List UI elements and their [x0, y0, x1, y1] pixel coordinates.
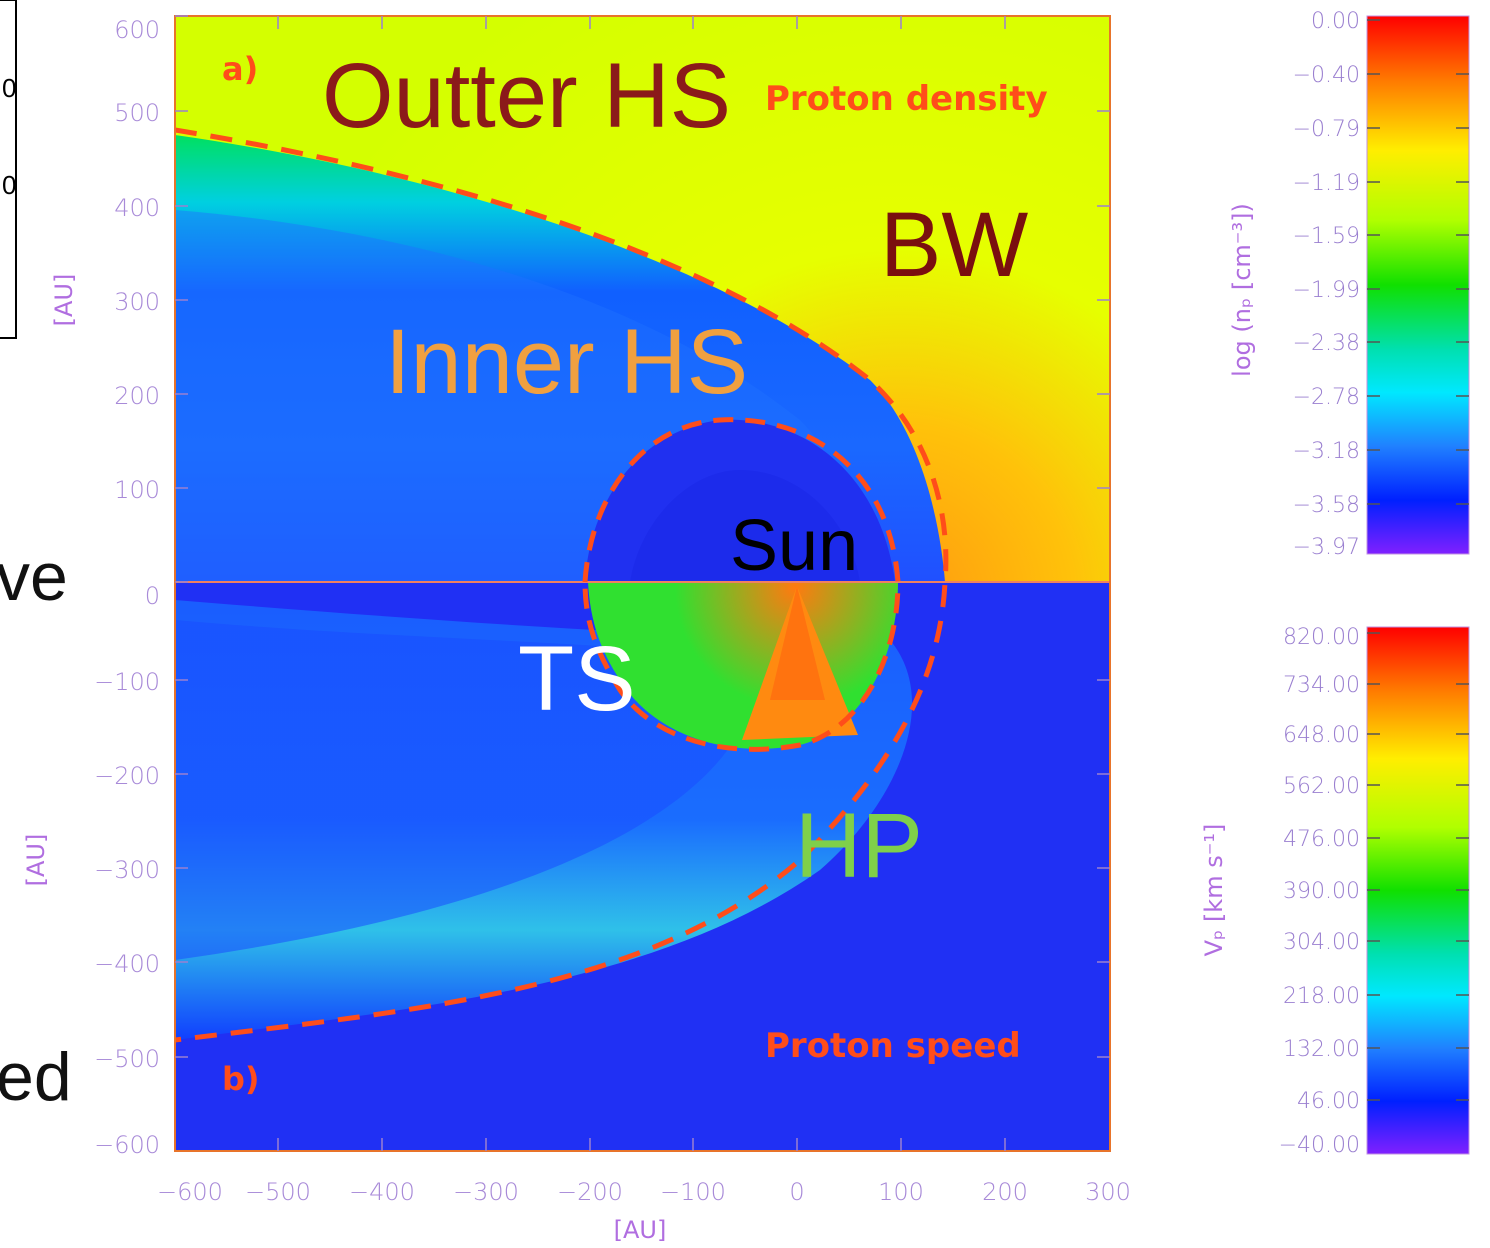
cropped-tick: 0 — [2, 73, 16, 103]
density-colorbar-gradient — [1366, 15, 1470, 555]
y-tick: −600 — [94, 1131, 160, 1159]
y-tick: −300 — [94, 856, 160, 884]
density-cb-tick: −1.59 — [1293, 224, 1360, 249]
x-tick: −100 — [660, 1178, 726, 1206]
x-axis-title: [AU] — [614, 1216, 667, 1244]
y-tick: 600 — [114, 16, 160, 44]
speed-cb-tick: −40.00 — [1279, 1133, 1360, 1158]
speed-cb-tick: 304.00 — [1283, 930, 1360, 955]
bw-label: BW — [880, 194, 1028, 296]
x-tick: 0 — [789, 1178, 804, 1206]
y-tick: 0 — [145, 582, 160, 610]
x-tick: −600 — [157, 1178, 223, 1206]
panel-b-letter: b) — [222, 1060, 260, 1098]
speed-cb-tick: 734.00 — [1283, 673, 1360, 698]
y-tick: 300 — [114, 288, 160, 316]
speed-colorbar-title: Vₚ [km s⁻¹] — [1200, 824, 1228, 957]
outer-hs-label: Outter HS — [322, 45, 731, 147]
density-cb-tick: −0.40 — [1293, 63, 1360, 88]
x-tick: 100 — [878, 1178, 924, 1206]
cropped-tick: 0 — [2, 170, 16, 200]
heliopause-boundary — [175, 127, 949, 1043]
x-tick: 300 — [1085, 1178, 1131, 1206]
speed-cb-tick: 476.00 — [1283, 827, 1360, 852]
density-cb-tick: 0.00 — [1311, 9, 1360, 34]
plot-frame — [174, 15, 1111, 1152]
speed-cb-tick: 820.00 — [1283, 625, 1360, 650]
x-tick: −400 — [349, 1178, 415, 1206]
density-cb-tick: −3.97 — [1293, 535, 1360, 560]
hp-label: HP — [795, 795, 923, 897]
panel-a-letter: a) — [222, 50, 258, 88]
density-cb-tick: −3.18 — [1293, 439, 1360, 464]
density-colorbar-title: log (nₚ [cm⁻³]) — [1228, 203, 1256, 377]
y-axis-tick-labels: 600 500 400 300 200 100 0 −100 −200 −300… — [94, 16, 160, 1159]
density-cb-tick: −1.19 — [1293, 171, 1360, 196]
speed-cb-tick: 132.00 — [1283, 1037, 1360, 1062]
x-tick: −200 — [557, 1178, 623, 1206]
x-tick: 200 — [982, 1178, 1028, 1206]
density-cb-tick: −3.58 — [1293, 493, 1360, 518]
y-axis-title-top: [AU] — [50, 274, 78, 327]
y-tick: −100 — [94, 668, 160, 696]
y-tick: 400 — [114, 194, 160, 222]
panel-b-quantity: Proton speed — [765, 1026, 1021, 1066]
y-tick: −400 — [94, 950, 160, 978]
density-cb-tick: −0.79 — [1293, 117, 1360, 142]
y-tick: 100 — [114, 476, 160, 504]
density-colorbar: 0.00 −0.40 −0.79 −1.19 −1.59 −1.99 −2.38… — [1228, 9, 1470, 560]
inner-hs-label: Inner HS — [385, 311, 748, 413]
y-tick: −200 — [94, 762, 160, 790]
ts-label: TS — [518, 628, 636, 730]
speed-cb-tick: 46.00 — [1297, 1089, 1360, 1114]
y-axis-title-bottom: [AU] — [22, 834, 50, 887]
cropped-adjacent-plot-frame — [0, 0, 17, 339]
plot-area — [175, 16, 1110, 1151]
y-tick: 500 — [114, 99, 160, 127]
density-cb-tick: −1.99 — [1293, 278, 1360, 303]
x-axis-tick-labels: −600 −500 −400 −300 −200 −100 0 100 200 … — [157, 1178, 1131, 1206]
speed-colorbar: 820.00 734.00 648.00 562.00 476.00 390.0… — [1200, 625, 1470, 1158]
termination-shock-boundary — [582, 417, 901, 752]
cropped-left-text: ve — [0, 539, 68, 615]
speed-cb-tick: 218.00 — [1283, 984, 1360, 1009]
y-tick: −500 — [94, 1045, 160, 1073]
cropped-left-text: ed — [0, 1039, 72, 1115]
speed-cb-tick: 390.00 — [1283, 879, 1360, 904]
panel-a-quantity: Proton density — [765, 79, 1048, 119]
y-tick: 200 — [114, 382, 160, 410]
sun-label: Sun — [730, 506, 858, 586]
axis-ticks — [175, 15, 1110, 1151]
density-cb-tick: −2.38 — [1293, 331, 1360, 356]
x-tick: −500 — [245, 1178, 311, 1206]
x-tick: −300 — [453, 1178, 519, 1206]
density-cb-tick: −2.78 — [1293, 385, 1360, 410]
speed-cb-tick: 562.00 — [1283, 774, 1360, 799]
speed-colorbar-gradient — [1366, 626, 1470, 1155]
speed-cb-tick: 648.00 — [1283, 723, 1360, 748]
